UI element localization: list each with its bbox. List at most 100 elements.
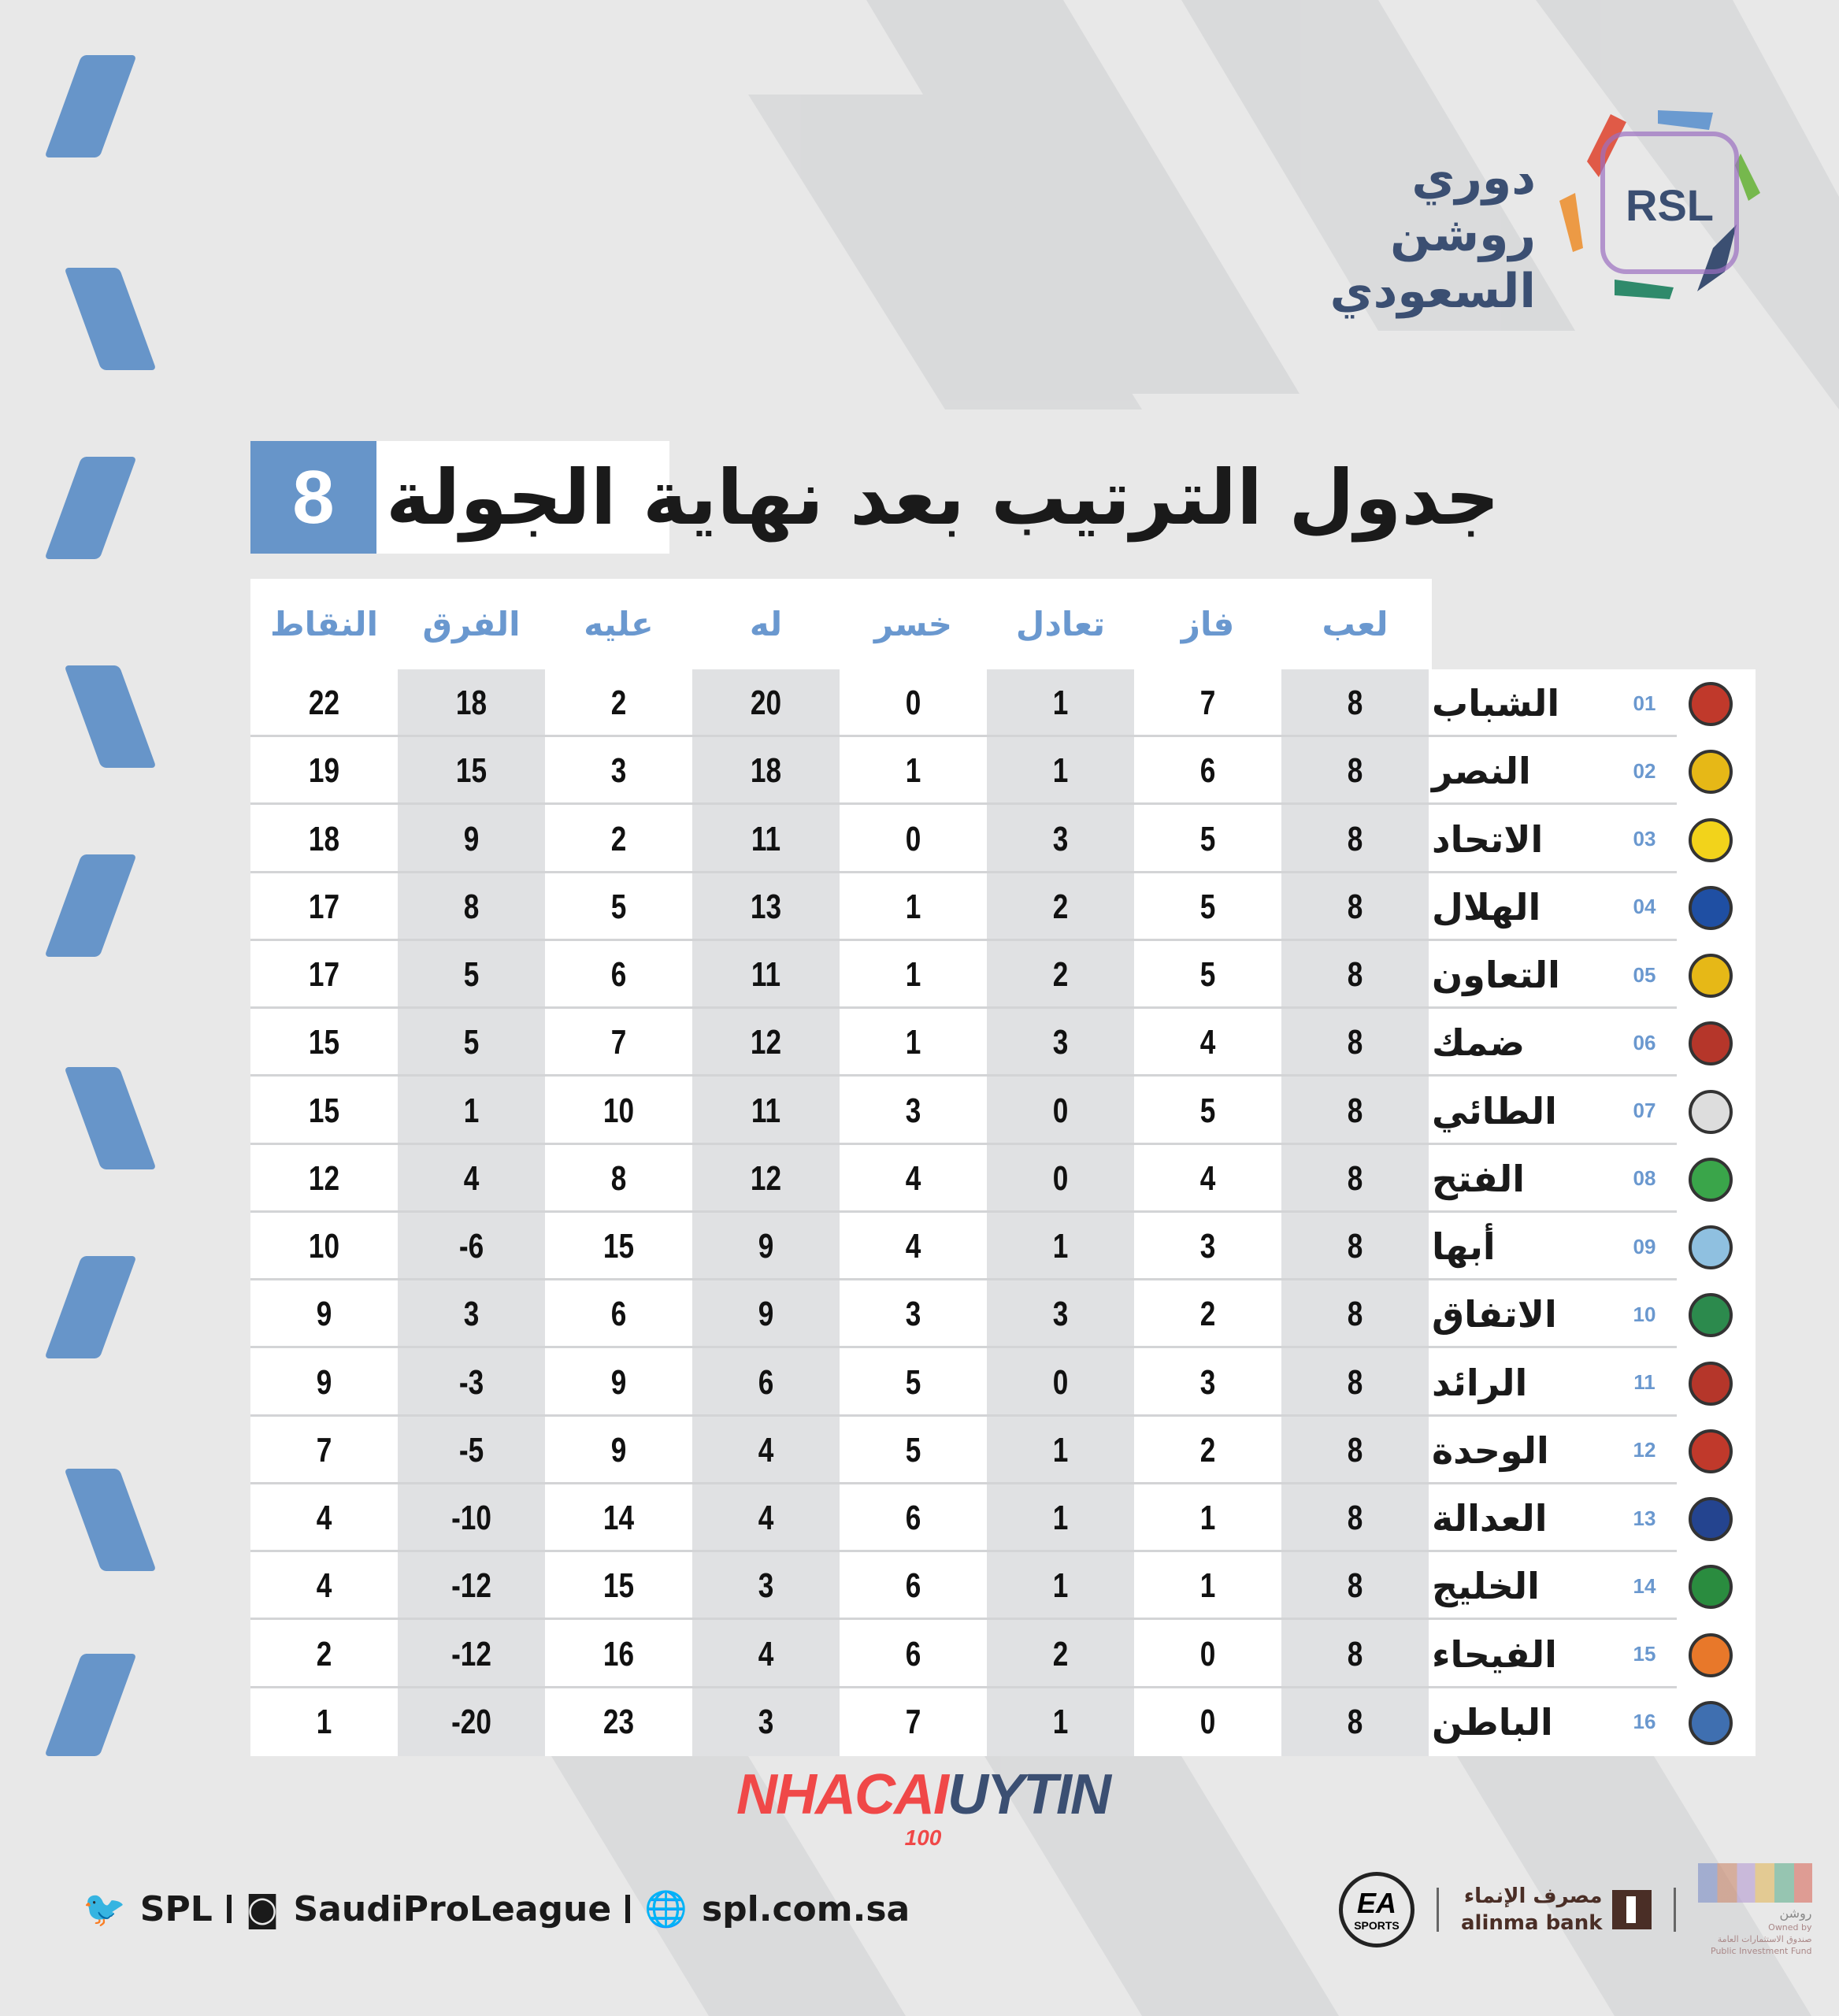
cell-against: 3	[610, 751, 627, 791]
cell-played: 8	[1347, 1430, 1363, 1469]
cell-for: 12	[750, 1023, 782, 1062]
table-row: 9 -3 9 6 5 0 3 8 الرائد 11	[250, 1349, 1756, 1417]
cell-won: 5	[1199, 955, 1216, 994]
cell-drawn: 0	[1052, 1091, 1069, 1130]
cell-won: 1	[1199, 1566, 1216, 1606]
table-row: 15 1 10 11 3 0 5 8 الطائي 07	[250, 1077, 1756, 1145]
cell-diff: -12	[451, 1566, 491, 1606]
cell-lost: 6	[905, 1499, 921, 1537]
team-name: الفيحاء	[1432, 1632, 1557, 1676]
rsl-logo: RSL	[1559, 110, 1760, 299]
team-crest-icon	[1689, 954, 1733, 998]
cell-won: 6	[1199, 751, 1216, 791]
cell-points: 15	[308, 1091, 340, 1130]
header-points: النقاط	[270, 605, 378, 643]
globe-icon: 🌐	[644, 1889, 688, 1929]
cell-for: 11	[751, 1091, 781, 1130]
website-link[interactable]: spl.com.sa	[701, 1888, 910, 1929]
team-crest-icon	[1689, 817, 1733, 862]
team-crest-icon	[1689, 750, 1733, 795]
team-name: العدالة	[1432, 1497, 1548, 1540]
header-played: لعب	[1322, 605, 1389, 643]
watermark-part3: 100	[904, 1825, 942, 1851]
team-name: الهلال	[1432, 885, 1541, 928]
cell-drawn: 2	[1052, 955, 1069, 994]
cell-lost: 1	[905, 887, 921, 926]
cell-played: 8	[1347, 955, 1363, 994]
team-name: الرائد	[1432, 1361, 1528, 1404]
cell-lost: 4	[905, 1227, 921, 1266]
cell-played: 8	[1347, 1295, 1363, 1334]
team-position: 14	[1633, 1573, 1656, 1598]
cell-diff: 5	[463, 1023, 480, 1062]
cell-won: 2	[1199, 1430, 1216, 1469]
cell-diff: 1	[463, 1091, 480, 1130]
cell-played: 8	[1347, 1227, 1363, 1266]
cell-against: 9	[610, 1430, 627, 1469]
instagram-handle[interactable]: SaudiProLeague	[293, 1888, 612, 1929]
team-name: الباطن	[1432, 1700, 1553, 1744]
cell-lost: 7	[905, 1702, 921, 1741]
cell-diff: 4	[463, 1158, 480, 1198]
cell-against: 7	[610, 1023, 627, 1062]
team-position: 09	[1633, 1234, 1656, 1258]
cell-diff: -20	[451, 1702, 491, 1741]
team-position: 04	[1633, 895, 1656, 919]
team-crest-icon	[1689, 682, 1733, 726]
cell-played: 8	[1347, 1362, 1363, 1402]
cell-drawn: 1	[1052, 1702, 1069, 1741]
cell-won: 5	[1199, 819, 1216, 858]
cell-points: 4	[316, 1566, 332, 1606]
table-row: 7 -5 9 4 5 1 2 8 الوحدة 12	[250, 1417, 1756, 1484]
cell-lost: 3	[905, 1295, 921, 1334]
team-name: النصر	[1432, 750, 1531, 793]
cell-for: 12	[750, 1158, 782, 1198]
cell-drawn: 2	[1052, 1634, 1069, 1673]
cell-drawn: 1	[1052, 751, 1069, 791]
cell-lost: 5	[905, 1430, 921, 1469]
cell-drawn: 1	[1052, 1430, 1069, 1469]
cell-points: 18	[308, 819, 340, 858]
cell-won: 2	[1199, 1295, 1216, 1334]
cell-points: 9	[316, 1295, 332, 1334]
cell-points: 9	[316, 1362, 332, 1402]
watermark: NHACAIUYTIN 100	[736, 1763, 1111, 1851]
cell-against: 5	[610, 887, 627, 926]
cell-points: 17	[308, 887, 340, 926]
cell-played: 8	[1347, 1566, 1363, 1606]
cell-lost: 0	[905, 819, 921, 858]
team-name: الاتفاق	[1432, 1293, 1557, 1336]
cell-played: 8	[1347, 1499, 1363, 1537]
team-position: 16	[1633, 1710, 1656, 1734]
cell-drawn: 1	[1052, 1227, 1069, 1266]
cell-for: 6	[758, 1362, 774, 1402]
cell-won: 3	[1199, 1362, 1216, 1402]
table-row: 9 3 6 9 3 3 2 8 الاتفاق 10	[250, 1280, 1756, 1349]
table-row: 18 9 2 11 0 3 5 8 الاتحاد 03	[250, 806, 1756, 873]
cell-against: 2	[610, 819, 627, 858]
team-crest-icon	[1689, 1700, 1733, 1745]
cell-diff: 18	[455, 684, 488, 722]
cell-won: 5	[1199, 1091, 1216, 1130]
team-crest-icon	[1689, 885, 1733, 930]
cell-against: 8	[610, 1158, 627, 1198]
round-number: 8	[250, 441, 376, 554]
cell-drawn: 3	[1052, 1023, 1069, 1062]
team-crest-icon	[1689, 1497, 1733, 1541]
team-position: 03	[1633, 827, 1656, 850]
table-row: 2 -12 16 4 6 2 0 8 الفيحاء 15	[250, 1621, 1756, 1688]
team-position: 15	[1633, 1642, 1656, 1666]
team-name: ضمك	[1432, 1021, 1526, 1065]
cell-lost: 6	[905, 1566, 921, 1606]
cell-points: 15	[308, 1023, 340, 1062]
twitter-handle[interactable]: SPL	[139, 1888, 213, 1929]
cell-against: 9	[610, 1362, 627, 1402]
team-position: 08	[1633, 1166, 1656, 1191]
team-crest-icon	[1689, 1429, 1733, 1473]
table-row: 12 4 8 12 4 0 4 8 الفتح 08	[250, 1145, 1756, 1213]
cell-against: 16	[602, 1634, 635, 1673]
table-row: 1 -20 23 3 7 1 0 8 الباطن 16	[250, 1688, 1756, 1756]
cell-points: 1	[316, 1702, 332, 1741]
cell-points: 19	[308, 751, 340, 791]
cell-against: 15	[602, 1227, 635, 1266]
